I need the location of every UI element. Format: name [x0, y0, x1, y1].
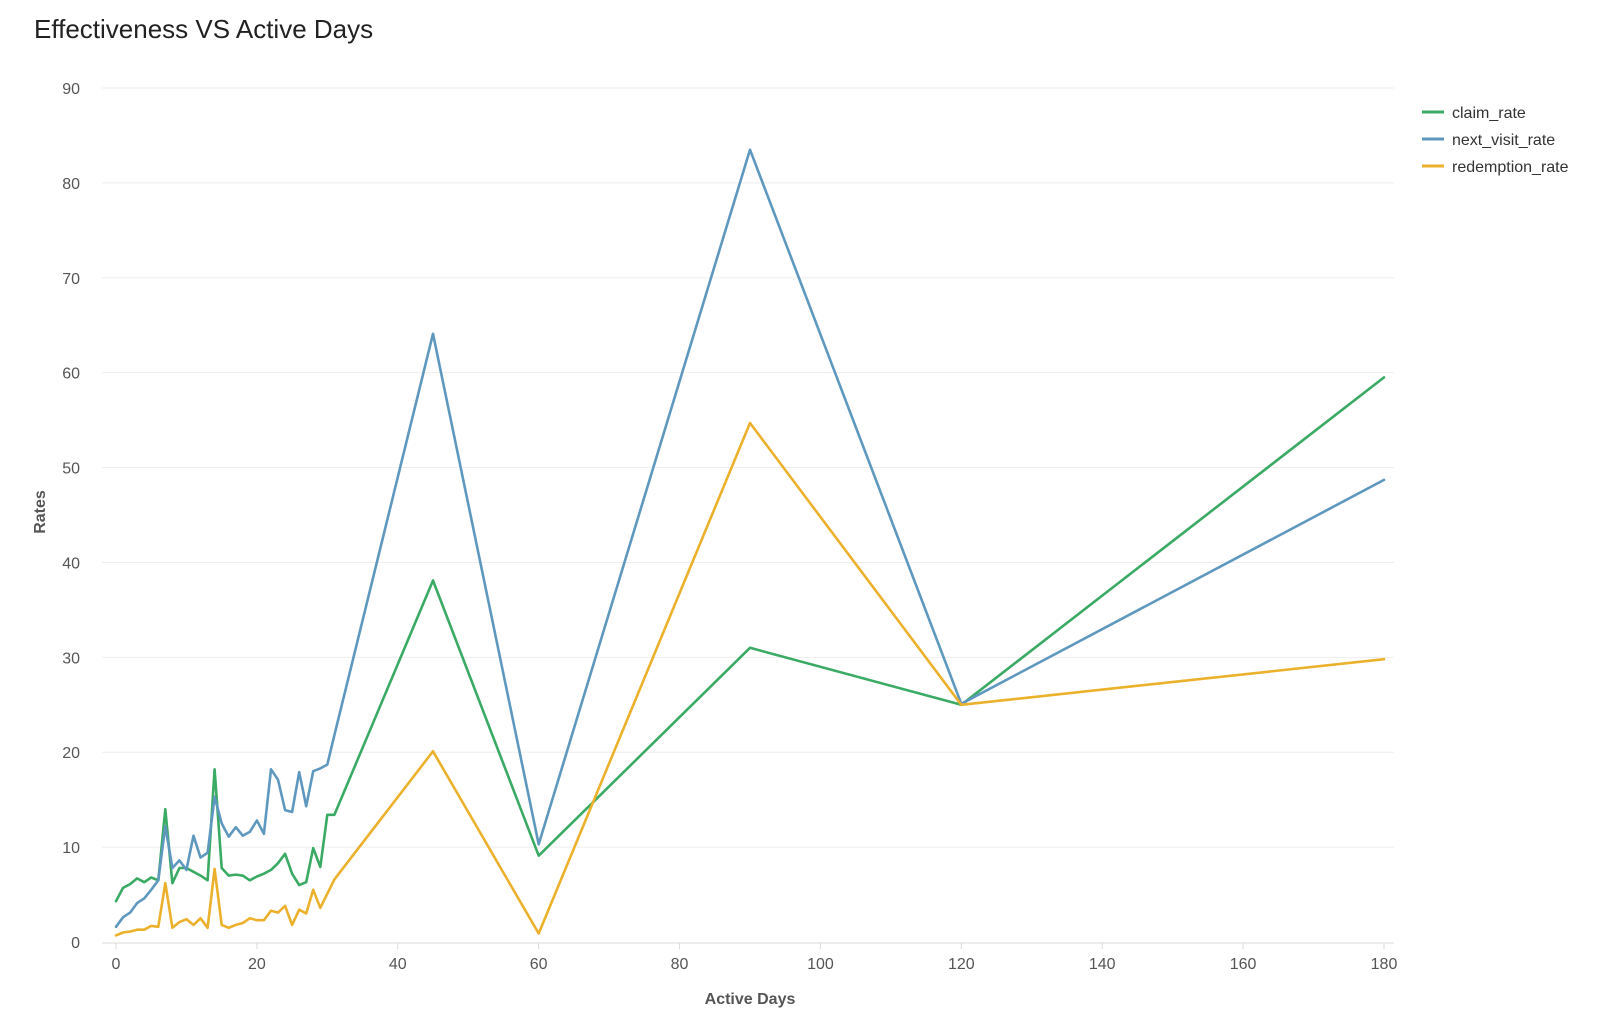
x-tick-label: 80	[671, 956, 689, 973]
x-tick-label: 180	[1371, 956, 1398, 973]
x-axis-title: Active Days	[705, 991, 796, 1008]
x-tick-label: 0	[112, 956, 121, 973]
x-tick-label: 140	[1089, 956, 1116, 973]
x-tick-label: 40	[389, 956, 407, 973]
y-tick-label: 40	[62, 555, 80, 572]
y-tick-label: 0	[71, 935, 80, 952]
x-tick-label: 20	[248, 956, 266, 973]
y-tick-label: 90	[62, 81, 80, 98]
y-tick-label: 20	[62, 745, 80, 762]
series-line-claim-rate[interactable]	[114, 376, 1386, 903]
legend[interactable]: claim_rate next_visit_rate redemption_rate	[1422, 105, 1569, 176]
y-tick-label: 70	[62, 271, 80, 288]
legend-label: redemption_rate	[1452, 159, 1569, 176]
legend-item-next-visit-rate[interactable]: next_visit_rate	[1422, 132, 1555, 149]
series-line-next-visit-rate[interactable]	[114, 148, 1386, 929]
series-lines	[114, 148, 1386, 937]
y-axis-title: Rates	[32, 490, 49, 534]
y-tick-label: 60	[62, 366, 80, 383]
legend-item-redemption-rate[interactable]: redemption_rate	[1422, 159, 1569, 176]
legend-label: next_visit_rate	[1452, 132, 1555, 149]
series-line-redemption-rate[interactable]	[114, 421, 1386, 937]
chart-title: Effectiveness VS Active Days	[34, 14, 374, 44]
y-tick-label: 50	[62, 461, 80, 478]
y-tick-label: 30	[62, 650, 80, 667]
y-tick-label: 10	[62, 840, 80, 857]
legend-item-claim-rate[interactable]: claim_rate	[1422, 105, 1526, 122]
axes: 0 10 20 30 40 50 60 70 80 90 0 20 40 60 80 100 120 140 160…	[62, 81, 1397, 973]
x-tick-label: 160	[1230, 956, 1257, 973]
legend-label: claim_rate	[1452, 105, 1526, 122]
y-tick-label: 80	[62, 176, 80, 193]
grid-lines	[102, 87, 1394, 848]
x-tick-label: 100	[807, 956, 834, 973]
x-tick-label: 120	[948, 956, 975, 973]
x-tick-label: 60	[530, 956, 548, 973]
